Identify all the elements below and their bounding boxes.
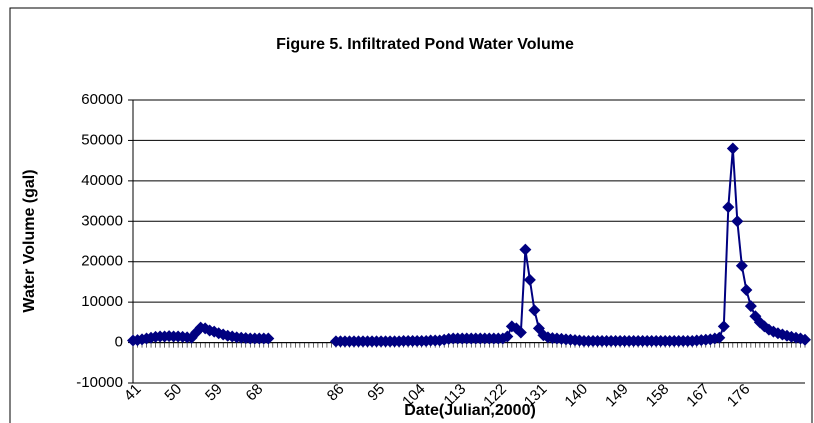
y-tick-label: 50000 [81,131,123,148]
marker [713,331,726,344]
marker [740,284,753,297]
marker [528,304,541,317]
marker [799,333,811,346]
marker [722,201,735,214]
marker [735,259,748,272]
marker [262,332,275,345]
marker [717,320,730,333]
marker [519,243,532,256]
marker [523,273,536,286]
marker [744,300,757,313]
y-tick-label: 40000 [81,172,123,189]
y-tick-label: 0 [115,334,123,351]
chart-frame [9,7,813,423]
y-tick-label: -10000 [76,374,123,391]
y-tick-label: 20000 [81,253,123,270]
marker [514,326,527,339]
x-axis-label: Date(Julian,2000) [404,402,536,419]
marker [731,215,744,228]
y-tick-label: 60000 [81,91,123,108]
marker [726,142,739,155]
marker [501,330,514,343]
y-tick-label: 30000 [81,212,123,229]
chart-title: Figure 5. Infiltrated Pond Water Volume [276,36,574,53]
y-axis-label: Water Volume (gal) [21,169,38,312]
y-tick-label: 10000 [81,293,123,310]
